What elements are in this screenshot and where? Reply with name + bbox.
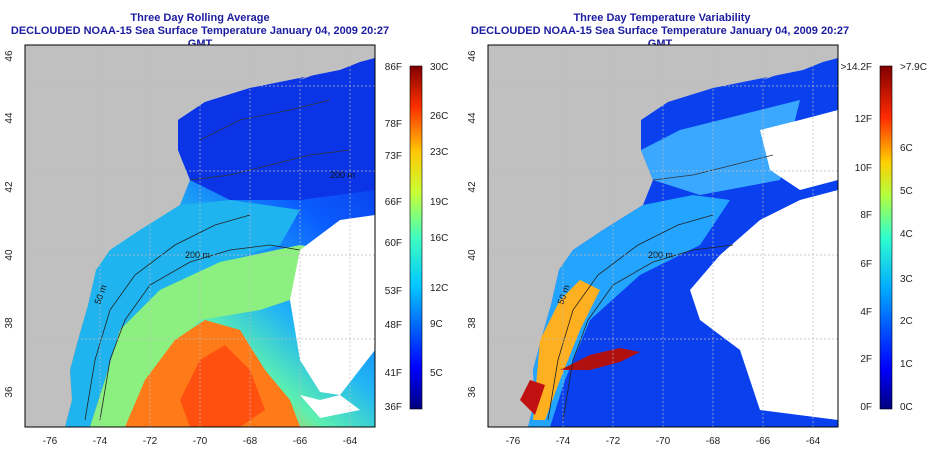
right-lat-42: 42 (467, 181, 478, 193)
right-lon-72: -72 (606, 436, 621, 447)
left-lat-46: 46 (4, 50, 15, 62)
right-shelf-variability (528, 195, 730, 427)
left-map-frame (24, 44, 376, 428)
left-cloud-mask (290, 215, 375, 395)
right-lon-labels: -76 -74 -72 -70 -68 -66 -64 (506, 436, 821, 447)
left-f-41: 41F (385, 368, 402, 379)
left-lon-74: -74 (93, 436, 108, 447)
left-f-48: 48F (385, 320, 402, 331)
right-gulf-stream-front (560, 348, 640, 370)
right-title: Three Day Temperature Variability (573, 12, 751, 24)
right-c-6: 6C (900, 143, 913, 154)
right-f-10: 10F (855, 163, 872, 174)
right-f-8: 8F (860, 210, 872, 221)
right-f-4: 4F (860, 307, 872, 318)
left-colorbar-f-labels: 86F 78F 73F 66F 60F 53F 48F 41F 36F (385, 62, 402, 413)
right-colorbar-f-labels: >14.2F 12F 10F 8F 6F 4F 2F 0F (841, 62, 872, 413)
right-f-0: 0F (860, 402, 872, 413)
left-lon-64: -64 (343, 436, 358, 447)
left-colorbar (409, 65, 423, 410)
right-f-12: 12F (855, 114, 872, 125)
left-shelf-water (65, 200, 300, 427)
left-c-16: 16C (430, 233, 448, 244)
right-lon-68: -68 (706, 436, 721, 447)
left-cloud-patch (300, 395, 360, 418)
right-c-3: 3C (900, 274, 913, 285)
right-lon-70: -70 (656, 436, 671, 447)
left-contour-gom (189, 149, 351, 181)
left-lat-44: 44 (4, 112, 15, 124)
right-lat-36: 36 (467, 386, 478, 398)
right-lat-44: 44 (467, 112, 478, 124)
right-f-2: 2F (860, 354, 872, 365)
left-lat-36: 36 (4, 386, 15, 398)
left-lat-labels: 46 44 42 40 38 36 (4, 50, 15, 398)
left-lon-68: -68 (243, 436, 258, 447)
right-lon-66: -66 (756, 436, 771, 447)
left-contour-gom-2 (199, 99, 331, 141)
left-title: Three Day Rolling Average (130, 12, 270, 24)
right-lat-40: 40 (467, 249, 478, 261)
left-lon-76: -76 (43, 436, 58, 447)
right-f-14: >14.2F (841, 62, 872, 73)
left-warm-core (180, 345, 265, 427)
left-gulf-of-maine (178, 58, 375, 200)
right-warm-edge (520, 380, 545, 415)
left-c-30: 30C (430, 62, 448, 73)
left-f-53: 53F (385, 286, 402, 297)
left-c-9: 9C (430, 319, 443, 330)
left-contour-200m (99, 244, 301, 421)
left-contour-label-2: 200 m (330, 170, 355, 180)
left-c-12: 12C (430, 283, 448, 294)
right-lon-76: -76 (506, 436, 521, 447)
left-lon-66: -66 (293, 436, 308, 447)
left-f-36: 36F (385, 402, 402, 413)
left-c-19: 19C (430, 197, 448, 208)
left-nova-scotia (300, 45, 375, 80)
left-lon-labels: -76 -74 -72 -70 -68 -66 -64 (43, 436, 358, 447)
right-c-4: 4C (900, 229, 913, 240)
left-c-23: 23C (430, 147, 448, 158)
right-lon-74: -74 (556, 436, 571, 447)
right-colorbar-c-labels: >7.9C 6C 5C 4C 3C 2C 1C 0C (900, 62, 927, 413)
left-f-66: 66F (385, 197, 402, 208)
right-cloud-mask (690, 190, 838, 420)
right-c-1: 1C (900, 359, 913, 370)
left-f-73: 73F (385, 151, 402, 162)
left-lat-38: 38 (4, 317, 15, 329)
left-c-26: 26C (430, 111, 448, 122)
left-c-5: 5C (430, 368, 443, 379)
right-map-frame (487, 44, 839, 428)
right-c-0: 0C (900, 402, 913, 413)
right-nova-scotia (763, 45, 838, 80)
right-contour-50m (547, 214, 714, 421)
left-f-78: 78F (385, 119, 402, 130)
right-lat-labels: 46 44 42 40 38 36 (467, 50, 478, 398)
right-lat-38: 38 (467, 317, 478, 329)
right-lon-64: -64 (806, 436, 821, 447)
right-c-2: 2C (900, 316, 913, 327)
right-c-5: 5C (900, 186, 913, 197)
left-contour-50m (84, 214, 251, 421)
left-lat-42: 42 (4, 181, 15, 193)
right-slope-variability (533, 280, 600, 420)
left-colorbar-c-labels: 30C 26C 23C 19C 16C 12C 9C 5C (430, 62, 448, 379)
left-f-60: 60F (385, 238, 402, 249)
right-cloud-north (760, 110, 838, 190)
left-f-86: 86F (385, 62, 402, 73)
right-c-7: >7.9C (900, 62, 927, 73)
right-lat-46: 46 (467, 50, 478, 62)
left-lat-40: 40 (4, 249, 15, 261)
right-f-6: 6F (860, 259, 872, 270)
right-colorbar (879, 65, 893, 410)
left-lon-70: -70 (193, 436, 208, 447)
left-lon-72: -72 (143, 436, 158, 447)
